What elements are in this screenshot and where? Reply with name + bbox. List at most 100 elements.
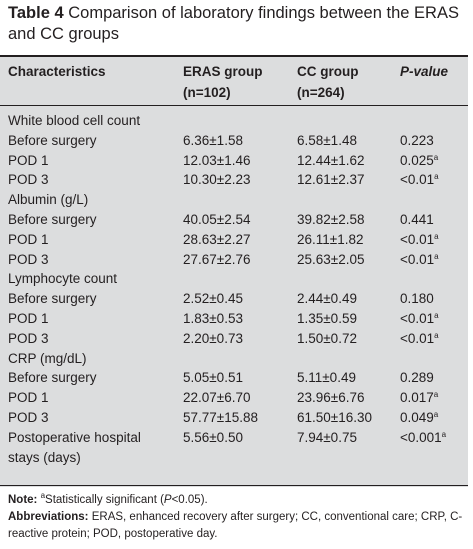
note-text-pre: Statistically significant (	[45, 494, 164, 506]
row-label: POD 1	[8, 387, 49, 408]
top-rule	[0, 55, 468, 57]
row-label-text: POD 1	[8, 231, 49, 247]
note-sig-mark: a	[40, 491, 46, 500]
row-label: POD 3	[8, 169, 49, 190]
cell-eras-text: 10.30±2.23	[183, 172, 251, 188]
note-line: Note: aStatistically significant (P<0.05…	[8, 492, 470, 509]
row-label: CRP (mg/dL)	[8, 348, 87, 369]
significance-mark: a	[433, 410, 439, 419]
cell-pvalue: 0.180	[400, 288, 434, 309]
cell-cc-text: 12.44±1.62	[297, 152, 365, 168]
table-title: Comparison of laboratory findings betwee…	[8, 4, 459, 43]
table-row: White blood cell count	[0, 110, 468, 131]
cell-cc-text: 6.58±1.48	[297, 132, 357, 148]
cell-cc-text: 1.35±0.59	[297, 311, 357, 326]
cell-cc: 5.11±0.49	[297, 367, 356, 388]
cell-pvalue-text: <0.01	[400, 311, 435, 326]
row-label-text: POD 1	[8, 390, 49, 406]
header-characteristics: Characteristics	[8, 64, 106, 79]
row-label: POD 3	[8, 328, 49, 349]
table-row: CRP (mg/dL)	[0, 348, 468, 369]
cell-cc: 12.61±2.37	[297, 169, 364, 190]
cell-pvalue-text: 0.049	[400, 410, 434, 425]
cell-pvalue: 0.289	[400, 367, 434, 388]
cell-eras: 22.07±6.70	[183, 387, 250, 408]
cell-pvalue-text: <0.01	[400, 172, 435, 188]
row-label: POD 3	[8, 407, 49, 428]
cell-eras-text: 57.77±15.88	[183, 410, 258, 425]
cell-pvalue-text: <0.01	[400, 330, 435, 346]
cell-cc-text: 39.82±2.58	[297, 212, 365, 227]
cell-pvalue-text: 0.025	[400, 152, 434, 168]
significance-mark: a	[434, 231, 439, 241]
row-label-text: POD 1	[8, 311, 49, 326]
row-label: POD 3	[8, 249, 49, 270]
cell-eras-text: 22.07±6.70	[183, 390, 251, 406]
row-label: Before surgery	[8, 367, 97, 388]
row-label-text: Before surgery	[8, 212, 97, 227]
cell-pvalue-text: <0.001	[400, 429, 442, 445]
cell-cc: 12.44±1.62	[297, 150, 364, 171]
cell-cc-text: 2.44±0.49	[297, 291, 357, 307]
table-row: Postoperative hospital 5.56±0.50 7.94±0.75…	[0, 427, 468, 448]
table-row: POD 1 28.63±2.27 26.11±1.82 <0.01a	[0, 229, 468, 250]
cell-cc: 23.96±6.76	[297, 387, 364, 408]
header-eras: ERAS group (n=102)	[183, 61, 263, 103]
cell-pvalue: <0.01a	[400, 229, 439, 250]
table-row: Before surgery 40.05±2.54 39.82±2.58 0.441	[0, 209, 468, 230]
table-row: POD 1 22.07±6.70 23.96±6.76 0.017a	[0, 387, 468, 408]
row-label-text: stays (days)	[8, 449, 81, 465]
table-caption: Table 4 Comparison of laboratory finding…	[8, 3, 468, 45]
cell-cc: 1.35±0.59	[297, 308, 357, 329]
cell-pvalue-text: 0.180	[400, 291, 434, 307]
cell-pvalue-text: 0.441	[400, 212, 434, 227]
cell-pvalue-text: 0.223	[400, 132, 434, 148]
abbr-label: Abbreviations:	[8, 511, 89, 523]
cell-pvalue-text: <0.01	[400, 231, 435, 247]
row-label-text: Before surgery	[8, 132, 97, 148]
cell-pvalue: 0.223	[400, 130, 434, 151]
cell-eras: 28.63±2.27	[183, 229, 250, 250]
header-eras-label: ERAS group	[183, 64, 263, 79]
cell-eras: 5.05±0.51	[183, 367, 243, 388]
cell-cc: 26.11±1.82	[297, 229, 363, 250]
cell-pvalue-text: <0.01	[400, 251, 435, 267]
table-row: Before surgery 5.05±0.51 5.11±0.49 0.289	[0, 367, 468, 388]
cell-eras: 6.36±1.58	[183, 130, 243, 151]
cell-cc-text: 23.96±6.76	[297, 390, 365, 406]
row-label-text: POD 3	[8, 172, 49, 188]
cell-eras-text: 2.20±0.73	[183, 330, 243, 346]
significance-mark: a	[441, 429, 447, 439]
row-label-text: Albumin (g/L)	[8, 192, 89, 208]
cell-eras-text: 40.05±2.54	[183, 212, 251, 227]
cell-pvalue: 0.441	[400, 209, 434, 230]
cell-eras: 2.20±0.73	[183, 328, 243, 349]
cell-pvalue: <0.001a	[400, 427, 446, 448]
cell-cc: 7.94±0.75	[297, 427, 357, 448]
cell-pvalue-text: 0.017	[400, 390, 434, 406]
table-row: POD 1 12.03±1.46 12.44±1.62 0.025a	[0, 150, 468, 171]
header-cc-label: CC group	[297, 64, 359, 79]
cell-pvalue: 0.017a	[400, 387, 438, 408]
header-rule	[0, 105, 468, 106]
table-row: Lymphocyte count	[0, 268, 468, 289]
table-row: POD 1 1.83±0.53 1.35±0.59 <0.01a	[0, 308, 468, 329]
table-notes: Note: aStatistically significant (P<0.05…	[8, 492, 470, 543]
cell-cc: 39.82±2.58	[297, 209, 364, 230]
row-label: POD 1	[8, 229, 49, 250]
row-label: Before surgery	[8, 209, 97, 230]
cell-eras: 57.77±15.88	[183, 407, 258, 428]
cell-pvalue: <0.01a	[400, 328, 439, 349]
cell-cc: 61.50±16.30	[297, 407, 372, 428]
row-label-text: White blood cell count	[8, 113, 141, 128]
row-label-text: POD 3	[8, 410, 49, 425]
row-label-text: Lymphocyte count	[8, 271, 118, 287]
cell-cc-text: 5.11±0.49	[297, 370, 356, 386]
cell-eras: 5.56±0.50	[183, 427, 243, 448]
cell-cc-text: 61.50±16.30	[297, 410, 372, 425]
row-label-text: POD 3	[8, 251, 49, 267]
row-label: Lymphocyte count	[8, 268, 117, 289]
cell-pvalue: 0.049a	[400, 407, 438, 428]
row-label: Before surgery	[8, 130, 97, 151]
